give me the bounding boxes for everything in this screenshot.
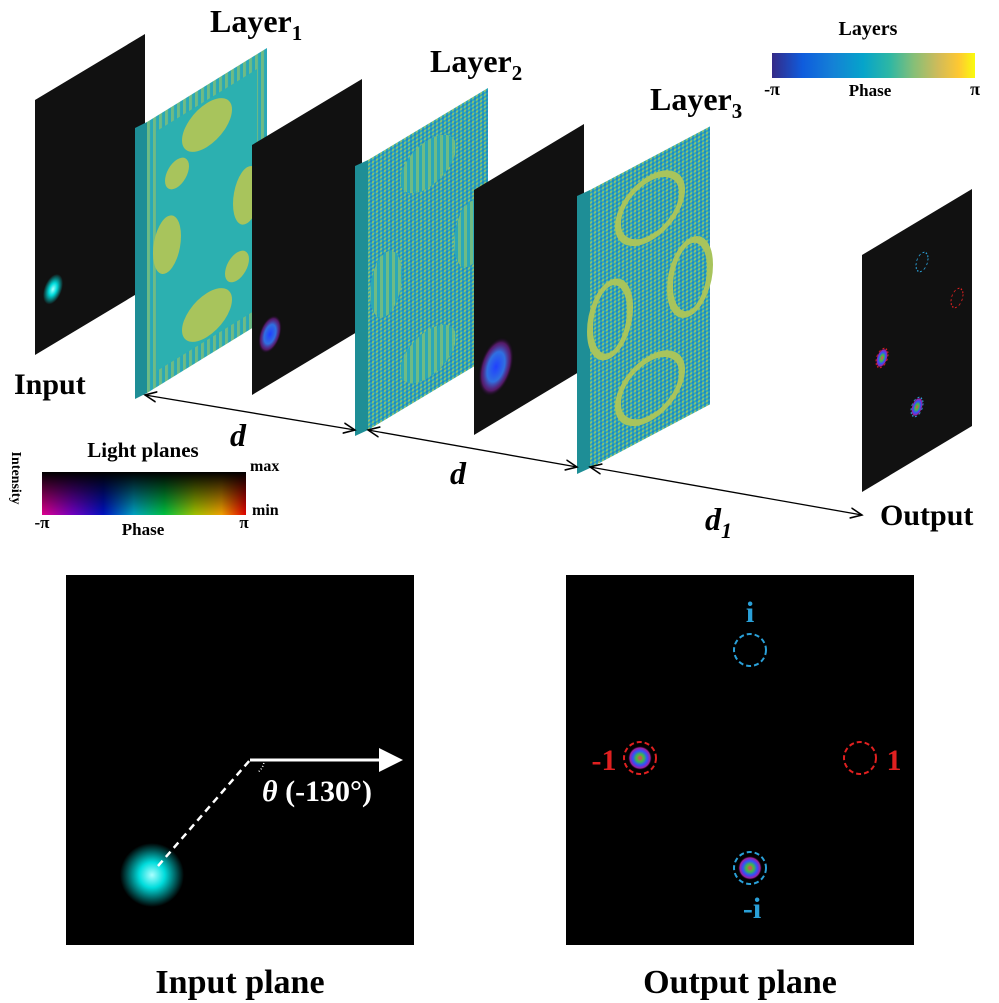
layer-index: 1 (292, 21, 303, 45)
distance-label: d (230, 417, 247, 453)
target-label: 1 (887, 744, 902, 777)
output-label: Output (880, 499, 973, 532)
distance-label: d (450, 455, 467, 491)
intensity-min: min (252, 502, 279, 519)
angle-label: θ (-130°) (262, 775, 372, 808)
layer-3 (577, 126, 710, 474)
panel-title: Input plane (155, 964, 324, 1001)
distance-subscript: 1 (721, 518, 732, 543)
layer-name: Layer (430, 43, 512, 79)
distance-arrow (590, 467, 862, 515)
colorbar-max: π (239, 513, 249, 532)
light-plane-3 (474, 124, 584, 435)
colorbar-label: Phase (849, 81, 892, 100)
layer-2 (355, 88, 488, 436)
colorbar-max: π (970, 79, 980, 99)
layer-label: Layer2 (430, 43, 522, 85)
output-panel (566, 575, 914, 945)
colorbar-title: Light planes (87, 438, 198, 462)
intensity-max: max (250, 458, 279, 475)
input-label: Input (14, 368, 86, 401)
colorbar-intensity (42, 472, 246, 515)
layer-label: Layer3 (650, 81, 742, 123)
colorbar-label: Phase (122, 520, 165, 539)
colorbar-title: Layers (839, 18, 898, 40)
target-label: -1 (592, 744, 617, 777)
layer-name: Layer (210, 3, 292, 39)
input-spot (120, 843, 184, 907)
angle-value: (-130°) (285, 775, 372, 808)
colorbar (772, 53, 975, 78)
distance-symbol: d (705, 501, 722, 537)
intensity-label: Intensity (8, 452, 23, 505)
layer-name: Layer (650, 81, 732, 117)
output-spot (628, 746, 652, 770)
light-plane-2 (252, 79, 362, 395)
input-light-plane (35, 34, 145, 355)
target-label: -i (743, 892, 761, 925)
output-light-plane (862, 189, 972, 492)
distance-label: d1 (705, 501, 732, 543)
colorbar-min: -π (35, 513, 51, 532)
target-label: i (746, 596, 754, 629)
distance-arrow (145, 395, 355, 430)
angle-symbol: θ (262, 775, 278, 808)
colorbar-min: -π (764, 79, 780, 99)
distance-arrow (368, 430, 577, 467)
output-spot (738, 856, 762, 880)
layer-label: Layer1 (210, 3, 302, 45)
diagram: d d d1 Input Output Layer1 Layer2 Layer3… (0, 0, 999, 1003)
panel-title: Output plane (643, 964, 837, 1001)
layer-index: 2 (512, 61, 523, 85)
layer-1 (135, 48, 267, 399)
layer-index: 3 (732, 99, 743, 123)
